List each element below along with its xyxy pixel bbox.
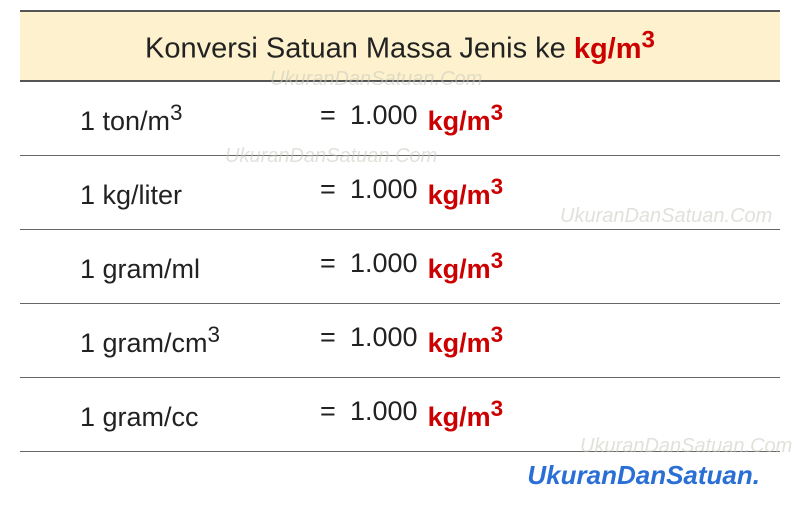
to-base: kg/m (428, 328, 491, 358)
from-sup: 3 (208, 322, 221, 347)
table-row: 1 ton/m3 = 1.000 kg/m3 (20, 82, 780, 156)
to-unit: kg/m3 (428, 322, 504, 359)
equals-sign: = (320, 396, 350, 433)
from-base: 1 kg/liter (80, 180, 182, 210)
to-base: kg/m (428, 180, 491, 210)
table-row: 1 gram/cm3 = 1.000 kg/m3 (20, 304, 780, 378)
table-row: 1 kg/liter = 1.000 kg/m3 (20, 156, 780, 230)
from-unit: 1 kg/liter (80, 174, 320, 211)
to-unit: kg/m3 (428, 100, 504, 137)
equals-sign: = (320, 248, 350, 285)
to-sup: 3 (491, 396, 504, 421)
unit-base: kg/m (574, 33, 642, 65)
from-base: 1 gram/cc (80, 402, 199, 432)
from-base: 1 gram/cm (80, 328, 208, 358)
to-sup: 3 (491, 248, 504, 273)
conversion-value: 1.000 (350, 248, 418, 285)
conversion-value: 1.000 (350, 322, 418, 359)
equals-sign: = (320, 174, 350, 211)
table-header: Konversi Satuan Massa Jenis ke kg/m3 (20, 10, 780, 82)
from-unit: 1 ton/m3 (80, 100, 320, 137)
to-sup: 3 (491, 322, 504, 347)
from-unit: 1 gram/cc (80, 396, 320, 433)
to-base: kg/m (428, 254, 491, 284)
conversion-value: 1.000 (350, 100, 418, 137)
to-unit: kg/m3 (428, 248, 504, 285)
conversion-value: 1.000 (350, 396, 418, 433)
header-target-unit: kg/m3 (574, 33, 655, 65)
conversion-value: 1.000 (350, 174, 418, 211)
from-base: 1 ton/m (80, 106, 170, 136)
from-unit: 1 gram/ml (80, 248, 320, 285)
header-title-text: Konversi Satuan Massa Jenis ke (145, 33, 574, 65)
from-base: 1 gram/ml (80, 254, 200, 284)
equals-sign: = (320, 100, 350, 137)
equals-sign: = (320, 322, 350, 359)
from-sup: 3 (170, 100, 183, 125)
to-base: kg/m (428, 402, 491, 432)
from-unit: 1 gram/cm3 (80, 322, 320, 359)
to-base: kg/m (428, 106, 491, 136)
conversion-table: Konversi Satuan Massa Jenis ke kg/m3 1 t… (20, 10, 780, 491)
to-sup: 3 (491, 100, 504, 125)
to-unit: kg/m3 (428, 174, 504, 211)
to-unit: kg/m3 (428, 396, 504, 433)
footer-attribution: UkuranDanSatuan. (20, 452, 780, 491)
unit-sup: 3 (642, 26, 655, 53)
to-sup: 3 (491, 174, 504, 199)
table-row: 1 gram/ml = 1.000 kg/m3 (20, 230, 780, 304)
table-row: 1 gram/cc = 1.000 kg/m3 (20, 378, 780, 452)
